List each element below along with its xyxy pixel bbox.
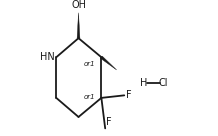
Text: or1: or1 [83, 94, 95, 100]
Text: HN: HN [40, 52, 55, 62]
Text: H: H [140, 78, 147, 88]
Polygon shape [77, 13, 80, 38]
Text: or1: or1 [83, 61, 95, 67]
Text: Cl: Cl [158, 78, 168, 88]
Polygon shape [100, 56, 117, 70]
Text: OH: OH [71, 0, 86, 10]
Text: F: F [106, 117, 111, 127]
Text: F: F [126, 90, 131, 100]
